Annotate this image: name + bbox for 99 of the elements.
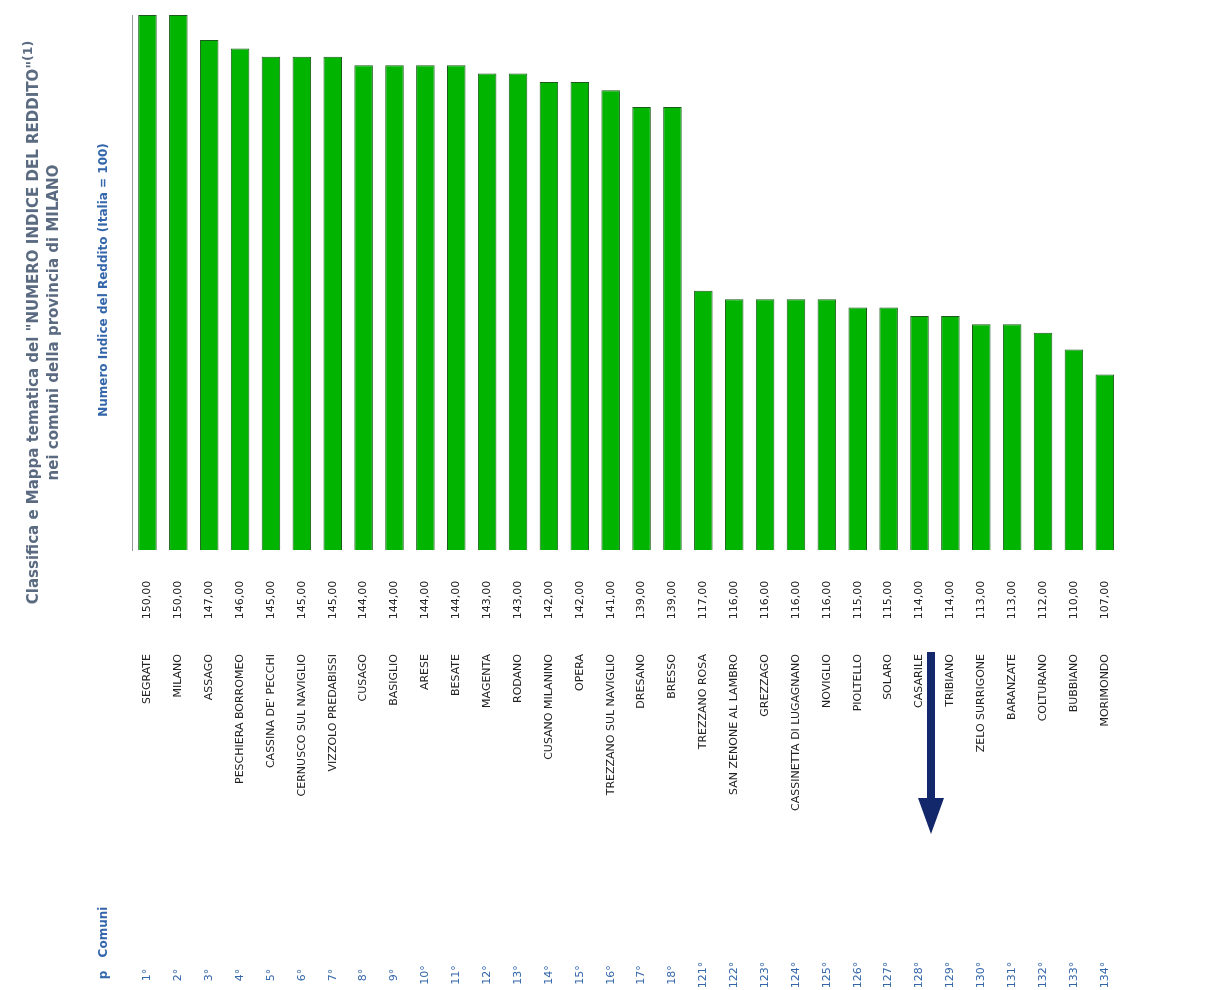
data-label: 116,00: [788, 580, 802, 620]
x-tick-label: CASSINETTA DI LUGAGNANO: [788, 653, 802, 811]
data-label: 144,00: [387, 580, 401, 620]
text: 17°: [634, 965, 648, 985]
text: 15°: [572, 965, 586, 985]
x-tick-label: BARANZATE: [1005, 653, 1019, 720]
text: 3°: [202, 968, 216, 982]
x-tick-label: VIZZOLO PREDABISSI: [325, 654, 339, 772]
data-label: 147,00: [202, 580, 216, 620]
text: 8°: [356, 968, 370, 982]
text: 9°: [387, 968, 401, 982]
data-label: 146,00: [232, 580, 246, 620]
x-tick-label: RODANO: [510, 653, 524, 703]
data-label: 115,00: [881, 580, 895, 620]
x-tick-label: ARESE: [418, 653, 432, 691]
text: 131°: [1005, 961, 1019, 989]
text: 121°: [696, 961, 710, 989]
text: 6°: [294, 968, 308, 982]
data-label: 145,00: [263, 580, 277, 620]
data-label: 141,00: [603, 580, 617, 620]
text: 133°: [1066, 961, 1080, 989]
x-tick-label: SOLARO: [881, 653, 895, 700]
data-label: 116,00: [757, 580, 771, 620]
text: 128°: [912, 961, 926, 989]
x-tick-label: SAN ZENONE AL LAMBRO: [727, 653, 741, 795]
text: 18°: [665, 965, 679, 985]
text: 10°: [418, 965, 432, 985]
x-tick-label: MILANO: [171, 653, 185, 698]
data-label: 144,00: [449, 580, 463, 620]
x-tick-label: MAGENTA: [480, 653, 494, 708]
data-label: 110,00: [1066, 580, 1080, 620]
text: 132°: [1035, 961, 1049, 989]
data-label: 117,00: [696, 580, 710, 620]
x-tick-label: MORIMONDO: [1097, 653, 1111, 727]
text: 134°: [1097, 961, 1111, 989]
text: 16°: [603, 965, 617, 985]
text: 14°: [541, 965, 555, 985]
data-label: 143,00: [510, 580, 524, 620]
text: 7°: [325, 968, 339, 982]
text: 124°: [788, 961, 802, 989]
text: p: [96, 970, 111, 980]
x-tick-label: TREZZANO ROSA: [696, 653, 710, 751]
x-tick-label: PESCHIERA BORROMEO: [232, 653, 246, 784]
x-tick-label: ZELO SURRIGONE: [974, 653, 988, 753]
text: 2°: [171, 968, 185, 982]
x-tick-label: NOVIGLIO: [819, 653, 833, 709]
x-tick-label: SEGRATE: [140, 653, 154, 704]
text: 5°: [263, 968, 277, 982]
x-tick-label: CUSAGO: [356, 653, 370, 702]
data-label: 113,00: [1005, 580, 1019, 620]
text: 12°: [480, 965, 494, 985]
text: 125°: [819, 961, 833, 989]
text: Comuni: [96, 906, 111, 958]
text: 126°: [850, 961, 864, 989]
text: 13°: [510, 965, 524, 985]
data-label: 142,00: [572, 580, 586, 620]
text: 122°: [727, 961, 741, 989]
x-tick-label: OPERA: [572, 653, 586, 691]
x-tick-label: ASSAGO: [202, 653, 216, 701]
data-label: 112,00: [1035, 580, 1049, 620]
data-label: 145,00: [325, 580, 339, 620]
data-label: 114,00: [912, 580, 926, 620]
data-label: 144,00: [418, 580, 432, 620]
x-tick-label: BESATE: [449, 653, 463, 697]
x-tick-label: BRESSO: [665, 653, 679, 699]
x-tick-label: CASARILE: [912, 653, 926, 708]
x-tick-label: COLTURANO: [1035, 653, 1049, 722]
text: 1°: [140, 968, 154, 982]
x-tick-label: BUBBIANO: [1066, 653, 1080, 713]
data-label: 144,00: [356, 580, 370, 620]
text: 11°: [449, 965, 463, 985]
text: 130°: [974, 961, 988, 989]
data-label: 145,00: [294, 580, 308, 620]
x-tick-label: TREZZANO SUL NAVIGLIO: [603, 653, 617, 797]
data-label: 114,00: [943, 580, 957, 620]
data-label: 116,00: [819, 580, 833, 620]
data-label: 107,00: [1097, 580, 1111, 620]
data-label: 142,00: [541, 580, 555, 620]
x-tick-label: CASSINA DE' PECCHI: [263, 654, 277, 769]
text: 129°: [943, 961, 957, 989]
x-tick-label: CERNUSCO SUL NAVIGLIO: [294, 653, 308, 797]
text: 123°: [757, 961, 771, 989]
data-label: 115,00: [850, 580, 864, 620]
x-tick-label: TRIBIANO: [943, 653, 957, 708]
data-label: 139,00: [634, 580, 648, 620]
text: 4°: [232, 968, 246, 982]
data-label: 150,00: [140, 580, 154, 620]
x-tick-label: CUSANO MILANINO: [541, 653, 555, 760]
data-label: 139,00: [665, 580, 679, 620]
text: 127°: [881, 961, 895, 989]
x-tick-label: DRESANO: [634, 653, 648, 709]
data-label: 113,00: [974, 580, 988, 620]
y-axis-title: Numero Indice del Reddito (Italia = 100): [96, 143, 111, 417]
x-tick-label: PIOLTELLO: [850, 653, 864, 712]
x-tick-label: BASIGLIO: [387, 653, 401, 706]
data-label: 150,00: [171, 580, 185, 620]
x-tick-label: GREZZAGO: [757, 653, 771, 717]
data-label: 116,00: [727, 580, 741, 620]
data-label: 143,00: [480, 580, 494, 620]
